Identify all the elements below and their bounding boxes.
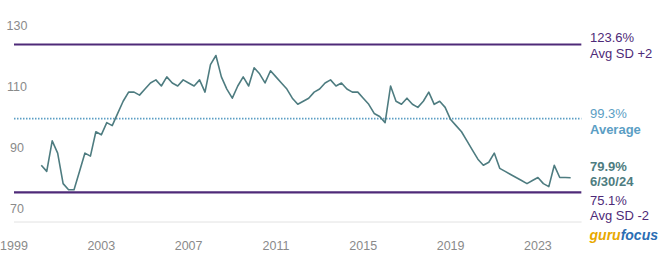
current-value-label: 79.9% [590,159,627,174]
y-tick-label: 90 [10,141,24,155]
x-tick-label: 2015 [349,239,377,253]
data-group [41,56,570,190]
x-axis-line [14,222,582,223]
reference-value-label: 123.6% [590,30,635,45]
chart: 70 90 110 130 1999 2003 2007 2011 2015 2019 2023 12… [0,0,663,254]
y-tick-label: 130 [7,19,28,33]
x-tick-label: 2019 [437,239,465,253]
x-tick-label: 2011 [263,239,290,253]
logo-part: guru [589,227,622,243]
logo-part: focus [621,227,659,243]
reference-lines [14,45,582,193]
reference-name-label: Avg SD -2 [590,208,649,223]
reference-line [14,118,582,120]
reference-value-label: 75.1% [590,193,627,208]
x-tick-label: 2003 [87,239,115,253]
current-date-label: 6/30/24 [590,174,634,189]
x-tick-label: 2007 [175,239,203,253]
reference-line [14,43,582,45]
reference-name-label: Avg SD +2 [590,46,652,61]
reference-value-label: 99.3% [590,106,627,121]
x-tick-label: 1999 [0,239,28,253]
reference-line [14,191,582,193]
source-logo: gurufocus [589,227,659,243]
reference-name-label: Average [590,122,641,137]
y-tick-label: 110 [7,80,27,94]
y-tick-label: 70 [10,202,24,216]
data-line [41,56,570,190]
x-tick-label: 2023 [524,239,552,253]
